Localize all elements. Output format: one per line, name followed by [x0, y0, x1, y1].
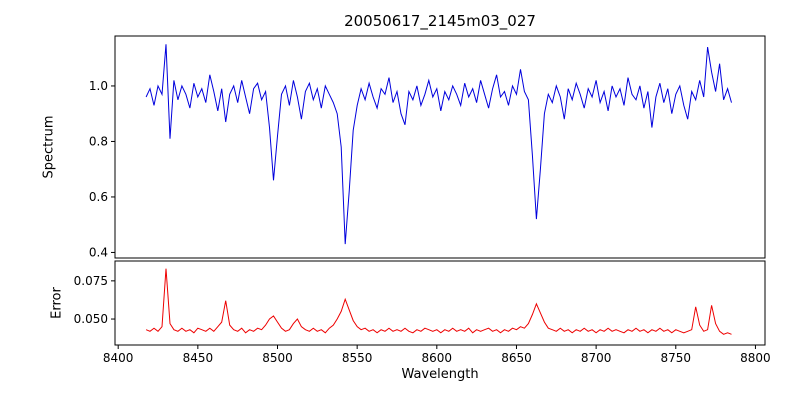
x-tick-label: 8650 [501, 351, 532, 365]
spectrum-ytick-label: 0.8 [89, 134, 108, 148]
error-line [145, 268, 732, 335]
x-tick-label: 8700 [581, 351, 612, 365]
spectrum-ytick-label: 0.6 [89, 190, 108, 204]
error-ytick-label: 0.075 [74, 274, 108, 288]
chart-title: 20050617_2145m03_027 [344, 12, 536, 30]
spectrum-line [145, 44, 732, 245]
error-axes-frame [114, 260, 766, 346]
wavelength-axis-label: Wavelength [401, 367, 479, 382]
x-tick-label: 8400 [103, 351, 134, 365]
error-ytick-label: 0.050 [74, 312, 108, 326]
spectrum-ytick-label: 0.4 [89, 245, 108, 259]
x-tick-label: 8800 [740, 351, 771, 365]
x-tick-label: 8500 [262, 351, 293, 365]
x-tick-label: 8550 [342, 351, 373, 365]
x-tick-label: 8750 [661, 351, 692, 365]
spectrum-ytick-label: 1.0 [89, 79, 108, 93]
x-tick-label: 8600 [422, 351, 453, 365]
x-tick-label: 8450 [183, 351, 214, 365]
spectrum-axes-frame [114, 35, 766, 259]
